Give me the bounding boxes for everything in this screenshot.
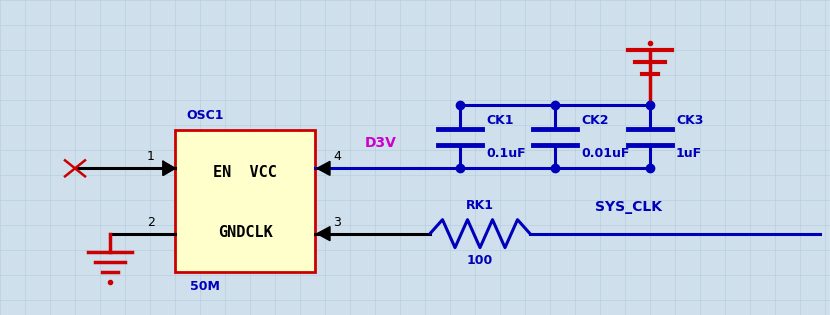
Text: SYS_CLK: SYS_CLK (595, 200, 662, 214)
Text: 2: 2 (147, 216, 155, 229)
Text: 0.1uF: 0.1uF (486, 147, 525, 160)
Polygon shape (163, 161, 175, 175)
Text: 1: 1 (147, 150, 155, 163)
Bar (175, 130, 315, 272)
Text: 100: 100 (467, 254, 493, 267)
Text: OSC1: OSC1 (186, 109, 224, 122)
Text: CK1: CK1 (486, 114, 514, 127)
Text: CK2: CK2 (581, 114, 608, 127)
Text: 1uF: 1uF (676, 147, 702, 160)
Text: 0.01uF: 0.01uF (581, 147, 629, 160)
Text: D3V: D3V (365, 136, 397, 150)
Text: EN  VCC: EN VCC (213, 165, 277, 180)
Text: 4: 4 (333, 150, 341, 163)
Polygon shape (317, 227, 330, 241)
Text: CK3: CK3 (676, 114, 703, 127)
Text: 50M: 50M (190, 280, 220, 293)
Text: GNDCLK: GNDCLK (217, 225, 272, 240)
Polygon shape (317, 161, 330, 175)
Text: 3: 3 (333, 216, 341, 229)
Text: RK1: RK1 (466, 199, 494, 212)
